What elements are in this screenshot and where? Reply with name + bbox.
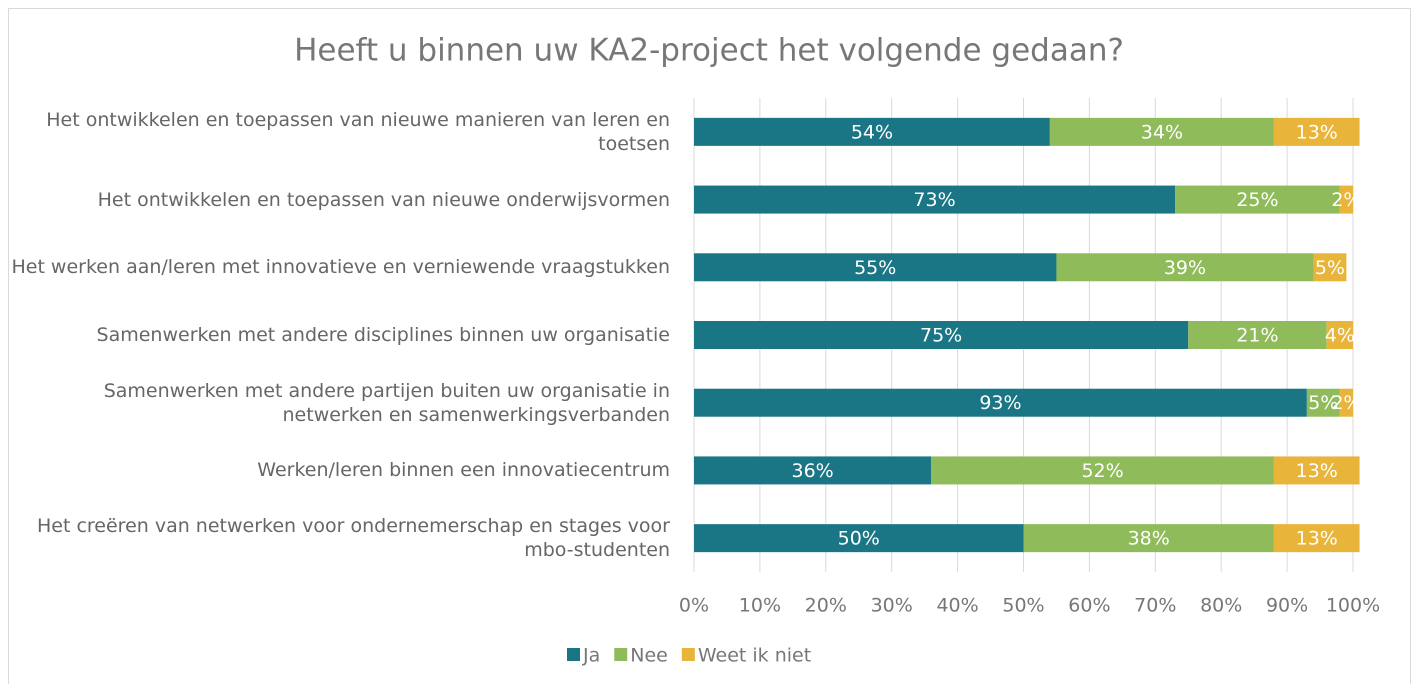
bar-segment (694, 388, 1307, 417)
y-tick-label: Samenwerken met andere disciplines binne… (96, 324, 670, 346)
data-label: 5% (1308, 392, 1338, 414)
bar-segment (1188, 321, 1327, 349)
bar-segment (931, 456, 1274, 485)
chart-title: Heeft u binnen uw KA2-project het volgen… (294, 33, 1124, 69)
bar-segment (694, 117, 1050, 146)
bar-segment (1339, 388, 1353, 417)
bar-segment (1056, 253, 1314, 282)
x-tick-label: 0% (679, 595, 709, 617)
legend-swatch (567, 648, 580, 661)
x-tick-label: 10% (739, 595, 781, 617)
bar-segment (1306, 388, 1340, 417)
data-label: 13% (1296, 528, 1338, 550)
data-label: 55% (854, 257, 896, 279)
data-label: 2% (1331, 189, 1361, 211)
bar-segment (1273, 456, 1360, 485)
legend-label: Ja (582, 645, 600, 667)
data-label: 52% (1081, 460, 1123, 482)
x-tick-label: 90% (1266, 595, 1308, 617)
data-label: 34% (1141, 121, 1183, 143)
x-tick-label: 50% (1002, 595, 1044, 617)
y-tick-label: Het creëren van netwerken voor onderneme… (36, 515, 670, 562)
legend-label: Nee (630, 645, 668, 667)
bar-segment (694, 456, 932, 485)
x-tick-label: 60% (1068, 595, 1110, 617)
y-tick-label: Werken/leren binnen een innovatiecentrum (257, 459, 670, 482)
data-label: 2% (1331, 392, 1361, 414)
x-tick-label: 80% (1200, 595, 1242, 617)
data-label: 13% (1296, 121, 1338, 143)
bar-segment (1023, 524, 1274, 553)
y-tick-label: Samenwerken met andere partijen buiten u… (103, 379, 670, 426)
x-tick-label: 30% (871, 595, 913, 617)
data-label: 93% (979, 392, 1021, 414)
x-tick-label: 40% (936, 595, 978, 617)
bar-segment (1175, 185, 1340, 214)
bar-segment (694, 524, 1024, 553)
data-label: 50% (838, 528, 880, 550)
x-tick-label: 20% (805, 595, 847, 617)
y-tick-label: Het werken aan/leren met innovatieve en … (11, 256, 670, 279)
bar-segment (1339, 185, 1353, 214)
bar-segment (1326, 321, 1353, 349)
y-tick-label: Het ontwikkelen en toepassen van nieuwe … (97, 188, 670, 211)
data-label: 21% (1236, 325, 1278, 347)
data-label: 54% (851, 121, 893, 143)
bar-segment (694, 253, 1057, 282)
bar-segment (1313, 253, 1347, 282)
data-label: 5% (1315, 257, 1345, 279)
data-label: 39% (1164, 257, 1206, 279)
x-tick-label: 70% (1134, 595, 1176, 617)
y-tick-label: Het ontwikkelen en toepassen van nieuwe … (46, 108, 670, 155)
chart-border (8, 8, 1411, 684)
bar-segment (1049, 117, 1274, 146)
bar-segment (1273, 117, 1360, 146)
data-label: 4% (1325, 325, 1355, 347)
legend-label: Weet ik niet (698, 645, 811, 667)
bar-segment (694, 321, 1189, 349)
data-label: 38% (1128, 528, 1170, 550)
legend-swatch (681, 648, 695, 661)
x-tick-label: 100% (1326, 595, 1380, 617)
data-label: 73% (913, 189, 955, 211)
bar-segment (1273, 524, 1360, 553)
data-label: 25% (1236, 189, 1278, 211)
legend-swatch (614, 648, 628, 661)
data-label: 36% (792, 460, 834, 482)
bar-segment (694, 185, 1176, 214)
data-label: 13% (1296, 460, 1338, 482)
data-label: 75% (920, 325, 962, 347)
